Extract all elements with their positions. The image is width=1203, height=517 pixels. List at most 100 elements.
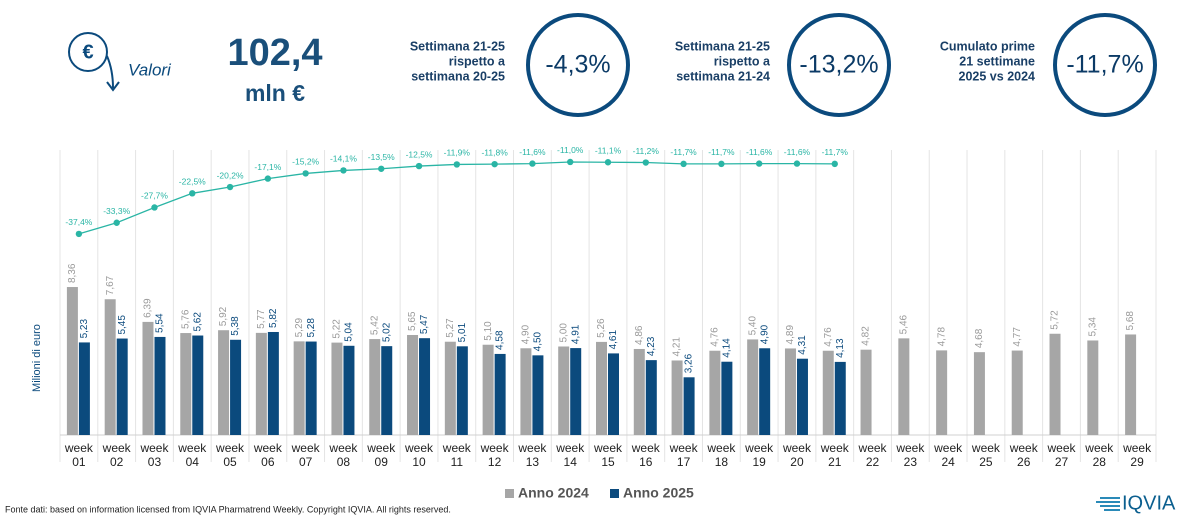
bar bbox=[633, 348, 645, 435]
bar bbox=[532, 355, 544, 435]
bar-label: 4,86 bbox=[634, 325, 645, 345]
bar bbox=[1125, 334, 1137, 435]
y-axis-label: Milioni di euro bbox=[31, 324, 43, 392]
line-point bbox=[378, 165, 385, 172]
bar bbox=[784, 348, 796, 435]
kpi-circle bbox=[787, 13, 891, 117]
x-tick-label: week 16 bbox=[631, 441, 660, 469]
bar bbox=[570, 348, 582, 435]
logo-mark bbox=[1096, 497, 1120, 511]
line-point bbox=[831, 160, 838, 168]
line-label: -11,7% bbox=[708, 147, 735, 157]
total-unit: mln € bbox=[245, 80, 305, 106]
line-label: -13,5% bbox=[368, 152, 395, 162]
line-point bbox=[642, 159, 649, 166]
bar-label: 4,78 bbox=[936, 326, 947, 346]
bar bbox=[683, 377, 695, 435]
bar bbox=[255, 332, 267, 435]
x-tick-label: week 05 bbox=[216, 441, 245, 469]
line-label: -11,9% bbox=[444, 148, 471, 158]
line-label: -12,5% bbox=[406, 149, 433, 159]
bar bbox=[369, 339, 381, 435]
euro-icon bbox=[68, 32, 120, 92]
x-tick-label: week 21 bbox=[820, 441, 849, 469]
bar-label: 5,65 bbox=[407, 311, 418, 331]
icon-label: Valori bbox=[128, 60, 172, 79]
bar bbox=[192, 335, 204, 435]
line-label: -17,1% bbox=[254, 162, 281, 172]
bar bbox=[482, 344, 494, 435]
line-point bbox=[567, 158, 574, 166]
bar bbox=[444, 341, 456, 435]
line-point bbox=[226, 183, 234, 191]
line-point bbox=[340, 167, 347, 174]
bar-label: 5,62 bbox=[192, 312, 203, 332]
x-tick-label: week 09 bbox=[367, 441, 396, 469]
bar bbox=[898, 338, 910, 435]
line-label: -11,2% bbox=[633, 146, 660, 156]
bar-label: 5,68 bbox=[1125, 311, 1136, 331]
bar-label: 5,23 bbox=[79, 319, 90, 339]
bar bbox=[1011, 350, 1023, 435]
line-label: -11,7% bbox=[670, 147, 697, 157]
bar-label: 5,22 bbox=[332, 319, 343, 339]
kpi-caption: 21 settimane bbox=[959, 54, 1035, 68]
x-tick-label: week 07 bbox=[291, 441, 320, 469]
line-label: -11,6% bbox=[746, 147, 773, 157]
line-point bbox=[755, 160, 763, 167]
bar-label: 5,47 bbox=[419, 314, 430, 334]
x-tick-label: week 13 bbox=[518, 441, 547, 469]
line-point bbox=[793, 160, 801, 167]
x-tick-label: week 14 bbox=[556, 441, 585, 469]
bar bbox=[520, 348, 532, 435]
bar bbox=[596, 341, 607, 435]
legend-label: Anno 2025 bbox=[623, 485, 694, 501]
line-label: -15,2% bbox=[292, 157, 319, 167]
bar bbox=[759, 348, 771, 435]
bar bbox=[154, 336, 166, 435]
bar-label: 5,54 bbox=[155, 313, 166, 333]
bar bbox=[142, 321, 154, 435]
line-point bbox=[604, 159, 612, 166]
bar-label: 4,13 bbox=[835, 338, 846, 358]
x-tick-label: week 23 bbox=[896, 441, 925, 469]
bar-label: 4,90 bbox=[521, 324, 532, 344]
bar-label: 4,23 bbox=[646, 336, 657, 356]
kpi-caption: rispetto a bbox=[714, 54, 771, 68]
line-point bbox=[264, 175, 272, 182]
bar-label: 5,10 bbox=[483, 321, 494, 341]
bar bbox=[645, 360, 657, 435]
bar-label: 5,45 bbox=[117, 315, 128, 335]
legend-swatch bbox=[610, 489, 619, 498]
bar-label: 4,58 bbox=[495, 330, 506, 350]
line-label: -27,7% bbox=[141, 191, 168, 201]
x-tick-label: week 26 bbox=[1009, 441, 1038, 469]
bar-label: 4,76 bbox=[823, 327, 834, 347]
bar-label: 7,67 bbox=[105, 275, 116, 295]
line-label: -14,1% bbox=[330, 154, 357, 164]
bar bbox=[407, 334, 419, 435]
legend-swatch bbox=[505, 489, 514, 498]
line-label: -33,3% bbox=[103, 206, 130, 216]
line-point bbox=[491, 160, 498, 168]
kpi-caption: Settimana 21-25 bbox=[410, 39, 505, 53]
bar-label: 4,68 bbox=[974, 328, 985, 348]
bar-label: 4,61 bbox=[608, 330, 619, 350]
bar-label: 4,14 bbox=[722, 338, 733, 358]
bar-label: 5,46 bbox=[898, 314, 909, 334]
bar-label: 5,76 bbox=[180, 309, 191, 329]
x-tick-label: week 22 bbox=[858, 441, 887, 469]
bar bbox=[709, 350, 721, 435]
line-point bbox=[75, 230, 83, 238]
bar-label: 6,39 bbox=[143, 298, 154, 318]
line-label: -11,6% bbox=[519, 147, 546, 157]
line-label: -11,8% bbox=[481, 147, 508, 157]
x-tick-label: week 25 bbox=[971, 441, 1000, 469]
kpi-caption: settimana 21-24 bbox=[676, 69, 770, 83]
bar-label: 5,40 bbox=[747, 316, 758, 336]
kpi-circle bbox=[1053, 13, 1157, 117]
bar-label: 4,76 bbox=[710, 327, 721, 347]
bar-label: 4,90 bbox=[759, 324, 770, 344]
bar bbox=[1087, 340, 1099, 435]
